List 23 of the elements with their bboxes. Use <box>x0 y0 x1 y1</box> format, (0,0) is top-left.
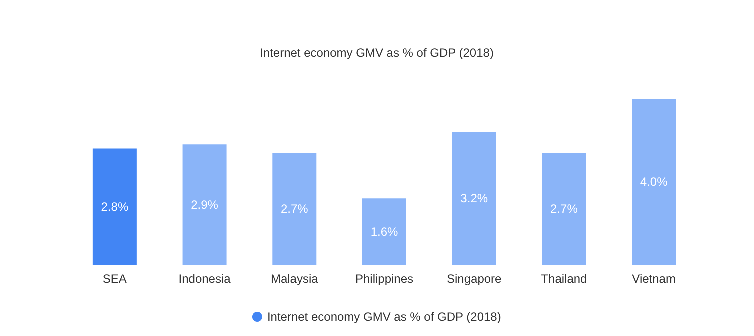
bar <box>452 132 496 265</box>
bar <box>542 152 586 265</box>
x-tick-label: Singapore <box>447 272 502 286</box>
data-label: 2.7% <box>550 202 578 216</box>
x-tick-label: Indonesia <box>178 272 232 286</box>
data-label: 4.0% <box>640 175 668 189</box>
data-label: 2.9% <box>191 198 219 212</box>
x-tick-label: Thailand <box>541 272 588 286</box>
x-tick-label: Malaysia <box>270 272 319 286</box>
bar <box>182 144 227 265</box>
bar <box>92 148 137 265</box>
data-label: 3.2% <box>460 192 488 206</box>
bar <box>362 198 406 265</box>
x-tick-label: Vietnam <box>632 272 676 286</box>
chart-title: Internet economy GMV as % of GDP (2018) <box>260 46 494 60</box>
bar <box>272 152 317 265</box>
x-tick-label: SEA <box>102 272 127 286</box>
data-label: 2.8% <box>101 200 129 214</box>
bar <box>632 99 676 265</box>
data-label: 2.7% <box>280 202 309 216</box>
legend-label: Internet economy GMV as % of GDP (2018) <box>267 310 502 324</box>
data-label: 1.6% <box>370 224 398 239</box>
x-tick-label: Philippines <box>355 272 414 286</box>
